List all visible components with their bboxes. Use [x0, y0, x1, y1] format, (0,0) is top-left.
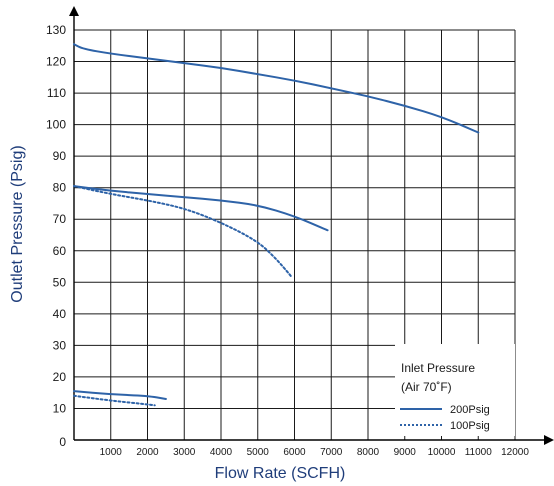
x-tick-label: 6000: [283, 447, 306, 458]
legend-box: [395, 344, 515, 436]
y-tick-label: 0: [59, 435, 66, 449]
x-tick-label: 10000: [428, 447, 456, 458]
y-tick-label: 50: [53, 275, 67, 289]
series-line-100psig-mid-setting: [73, 185, 292, 277]
y-tick-label: 10: [53, 401, 67, 415]
y-tick-label: 110: [47, 86, 66, 100]
x-tick-label: 12000: [501, 447, 529, 458]
y-tick-label: 80: [53, 181, 67, 195]
y-tick-label: 40: [53, 307, 67, 321]
x-tick-label: 9000: [394, 447, 417, 458]
legend-label-200psig: 200Psig: [450, 404, 490, 416]
x-axis-arrow-icon: [544, 435, 554, 445]
x-tick-label: 4000: [210, 447, 233, 458]
x-tick-label: 5000: [247, 447, 270, 458]
axes: [69, 6, 554, 445]
x-tick-label: 7000: [320, 447, 343, 458]
series-line-200psig-high-setting: [73, 43, 480, 134]
y-tick-label: 90: [53, 149, 67, 163]
x-tick-label: 11000: [465, 447, 493, 458]
x-tick-label: 8000: [357, 447, 380, 458]
x-axis-title: Flow Rate (SCFH): [215, 465, 346, 482]
legend: Inlet Pressure (Air 70˚F) 200Psig 100Psi…: [395, 344, 515, 436]
tick-labels: 1000 2000 3000 4000 5000 6000 7000 8000 9000 1000…: [46, 23, 529, 458]
legend-label-100psig: 100Psig: [450, 420, 490, 432]
y-tick-label: 120: [46, 55, 66, 69]
y-tick-label: 30: [53, 338, 67, 352]
y-tick-label: 60: [53, 244, 67, 258]
series-line-100psig-low-setting: [73, 394, 156, 407]
x-tick-label: 3000: [173, 447, 196, 458]
y-tick-label: 70: [53, 212, 67, 226]
x-tick-label: 1000: [100, 447, 123, 458]
legend-title-line1: Inlet Pressure: [401, 361, 475, 375]
legend-title-line2: (Air 70˚F): [401, 380, 452, 394]
series-line-200psig-mid-setting: [73, 185, 329, 232]
y-tick-label: 100: [46, 118, 66, 132]
y-tick-label: 20: [53, 370, 67, 384]
y-axis-arrow-icon: [69, 6, 79, 16]
x-tick-label: 2000: [136, 447, 159, 458]
series: [73, 43, 480, 407]
y-tick-label: 130: [46, 23, 66, 37]
y-axis-title: Outlet Pressure (Psig): [9, 145, 26, 302]
series-line-200psig-low-setting: [73, 390, 167, 400]
